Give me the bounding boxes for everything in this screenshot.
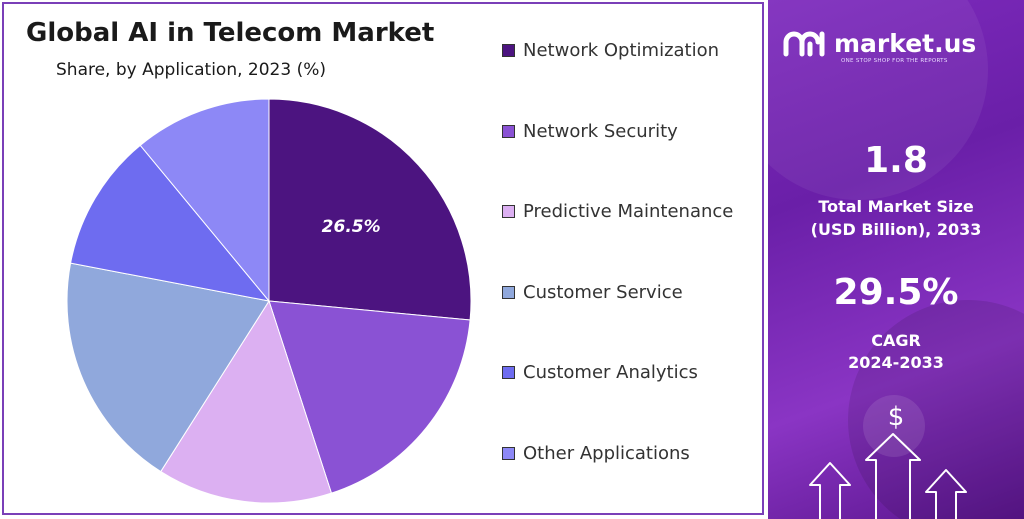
legend-item: Customer Service (502, 282, 683, 303)
legend-swatch (502, 366, 515, 379)
legend-item: Customer Analytics (502, 362, 698, 383)
cagr-value: 29.5% (833, 272, 959, 313)
pie-slice-customer-analytics (69, 144, 271, 302)
legend-swatch (502, 285, 515, 299)
brand-logo: market.us (782, 28, 976, 58)
summary-panel: market.us ONE STOP SHOP FOR THE REPORTS … (768, 0, 1024, 519)
brand-name: market.us (834, 28, 977, 58)
legend-swatch (502, 124, 515, 138)
market-us-logo-icon (783, 31, 825, 57)
legend-item: Network Security (502, 121, 678, 142)
legend-label: Predictive Maintenance (523, 201, 734, 222)
cagr-label-line2: 2024-2033 (848, 353, 944, 372)
legend-item: Other Applications (502, 443, 690, 464)
pie-slice-predictive-maintenance (160, 299, 333, 504)
legend-label: Customer Service (523, 281, 683, 303)
chart-subtitle: Share, by Application, 2023 (%) (56, 60, 326, 80)
brand-tagline: ONE STOP SHOP FOR THE REPORTS (841, 58, 948, 64)
legend-label: Customer Analytics (523, 362, 698, 383)
pie-data-label: 26.5% (322, 217, 381, 237)
market-size-value: 1.8 (864, 140, 928, 181)
pie-slice-network-security (268, 300, 471, 494)
pie-slice-customer-service (66, 262, 270, 473)
market-size-label-line2: (USD Billion), 2033 (810, 220, 982, 239)
legend-swatch (502, 446, 515, 460)
legend-swatch (502, 44, 515, 57)
pie-slice-network-optimization (268, 98, 472, 321)
pie-slice-other-applications (139, 98, 270, 303)
market-size-label-line1: Total Market Size (818, 197, 974, 216)
cagr-label-line1: CAGR (871, 331, 921, 350)
legend-label: Network Optimization (523, 40, 720, 61)
legend-label: Other Applications (523, 442, 690, 464)
dollar-circle-icon (863, 395, 925, 457)
legend-item: Network Optimization (502, 40, 719, 61)
chart-title: Global AI in Telecom Market (26, 18, 435, 48)
legend-swatch (502, 205, 515, 218)
dollar-sign-icon: $ (887, 402, 905, 432)
pie-chart: 26.5% (66, 98, 472, 504)
legend-item: Predictive Maintenance (502, 201, 733, 222)
growth-arrows-icon (809, 433, 967, 519)
legend-label: Network Security (523, 120, 678, 142)
